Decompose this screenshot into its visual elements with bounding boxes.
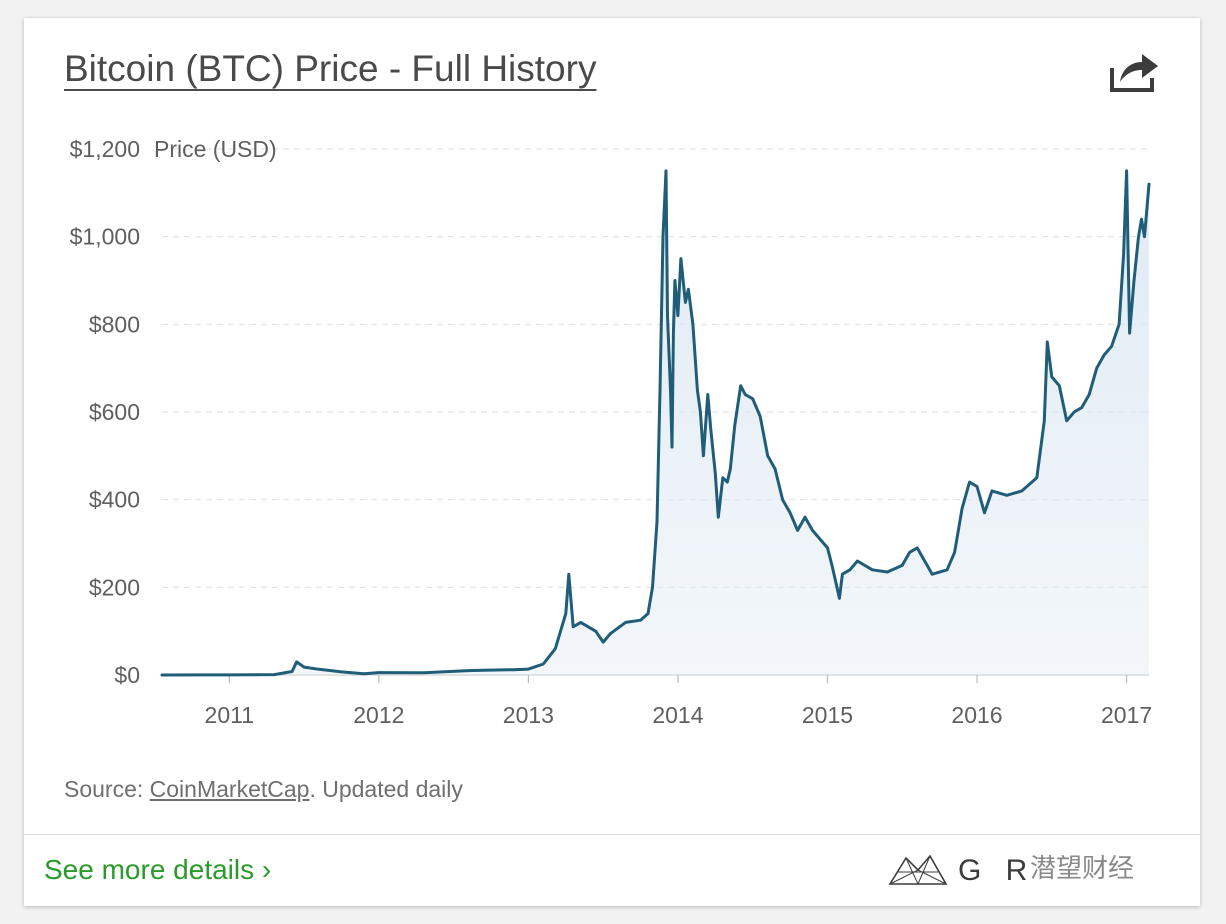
x-tick-label: 2013	[503, 702, 554, 728]
x-tick-label: 2012	[353, 702, 404, 728]
graph-brand: G R	[888, 852, 1188, 892]
x-tick-label: 2017	[1101, 702, 1152, 728]
brand-name: G R	[958, 854, 1036, 887]
price-area	[162, 170, 1149, 675]
price-line	[160, 169, 1151, 677]
y-tick-label: $0	[114, 662, 140, 688]
footer-divider	[24, 834, 1200, 835]
watermark: 潜望财经	[1030, 848, 1160, 892]
graph-mesh-icon	[888, 854, 948, 886]
price-chart: $0 $200 $400 $600 $800 $1,000 $1,200 Price (USD…	[70, 136, 1153, 728]
y-tick-label: $200	[89, 574, 140, 600]
y-axis-label: Price (USD)	[154, 136, 277, 162]
share-arrow-icon[interactable]	[1108, 50, 1160, 94]
chart-card: Bitcoin (BTC) Price - Full History $0 $20…	[24, 18, 1200, 906]
x-tick-label: 2016	[951, 702, 1002, 728]
y-tick-label: $600	[89, 399, 140, 425]
y-tick-label: $800	[89, 311, 140, 337]
x-tick-label: 2014	[652, 702, 703, 728]
y-tick-label: $400	[89, 487, 140, 513]
source-line: Source: CoinMarketCap. Updated daily	[64, 776, 463, 803]
watermark-text: 潜望财经	[1030, 854, 1135, 884]
y-tick-label: $1,200	[70, 136, 140, 162]
source-suffix: . Updated daily	[309, 776, 463, 802]
source-link[interactable]: CoinMarketCap	[149, 776, 310, 802]
chart-title-link[interactable]: Bitcoin (BTC) Price - Full History	[64, 48, 597, 89]
y-tick-label: $1,000	[70, 224, 140, 250]
x-tick-label: 2015	[802, 702, 853, 728]
x-tick-label: 2011	[205, 702, 254, 728]
see-more-details-link[interactable]: See more details ›	[44, 854, 272, 885]
source-prefix: Source:	[64, 776, 150, 802]
